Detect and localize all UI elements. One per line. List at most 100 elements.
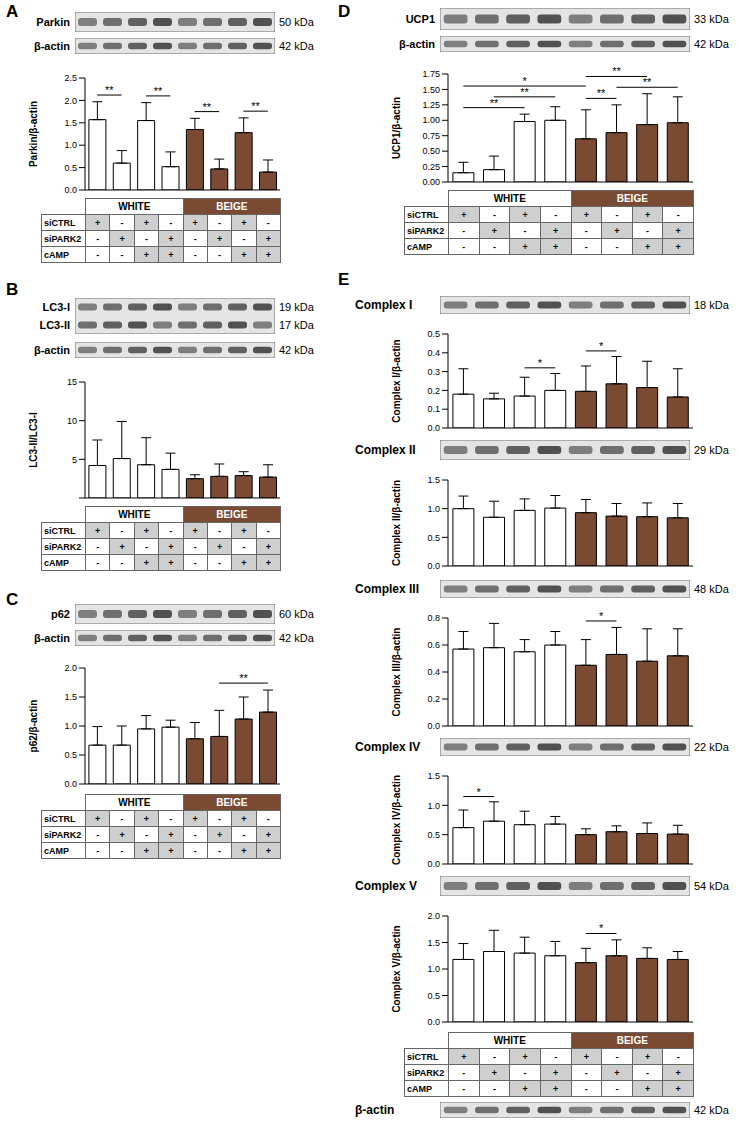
- html-text:D: D: [338, 2, 351, 21]
- html-text:Complex II: Complex II: [355, 443, 416, 457]
- svg-text:0.3: 0.3: [427, 367, 440, 377]
- svg-text:2.0: 2.0: [64, 96, 77, 106]
- html-text:Complex III: Complex III: [355, 582, 419, 596]
- html-text:Complex V: Complex V: [355, 879, 417, 893]
- svg-text:1.75: 1.75: [422, 69, 440, 79]
- svg-text:1.5: 1.5: [427, 938, 440, 948]
- svg-text:*: *: [599, 340, 604, 352]
- svg-text:1.50: 1.50: [422, 85, 440, 95]
- svg-text:*: *: [599, 922, 604, 934]
- svg-text:0.5: 0.5: [427, 533, 440, 543]
- svg-text:0.5: 0.5: [64, 163, 77, 173]
- svg-text:0.5: 0.5: [427, 830, 440, 840]
- svg-text:1.5: 1.5: [64, 692, 77, 702]
- svg-text:Complex I/β-actin: Complex I/β-actin: [391, 339, 402, 422]
- svg-text:**: **: [105, 84, 114, 96]
- html-text:17 kDa: 17 kDa: [279, 319, 314, 331]
- svg-text:1.5: 1.5: [427, 771, 440, 781]
- svg-text:0.0: 0.0: [64, 779, 77, 789]
- svg-text:*: *: [476, 786, 481, 798]
- svg-text:1.0: 1.0: [427, 504, 440, 514]
- html-text:42 kDa: 42 kDa: [279, 344, 314, 356]
- svg-text:0.0: 0.0: [427, 423, 440, 433]
- html-text:42 kDa: 42 kDa: [279, 40, 314, 52]
- svg-text:**: **: [520, 86, 529, 98]
- html-text:β-actin: β-actin: [398, 38, 435, 50]
- svg-text:15: 15: [67, 377, 77, 387]
- svg-text:**: **: [612, 65, 621, 77]
- svg-text:0.50: 0.50: [422, 146, 440, 156]
- html-text:50 kDa: 50 kDa: [279, 16, 314, 28]
- svg-text:0.25: 0.25: [422, 162, 440, 172]
- svg-text:1.0: 1.0: [64, 140, 77, 150]
- svg-text:**: **: [490, 97, 499, 109]
- html-text:β-actin: β-actin: [33, 632, 70, 644]
- svg-text:LC3-II/LC3-I: LC3-II/LC3-I: [28, 412, 39, 468]
- html-text:LC3-I: LC3-I: [42, 301, 70, 313]
- svg-text:Complex IV/β-actin: Complex IV/β-actin: [391, 775, 402, 865]
- svg-text:10: 10: [67, 416, 77, 426]
- svg-text:*: *: [538, 357, 543, 369]
- html-text:Complex I: Complex I: [355, 298, 413, 312]
- svg-text:*: *: [599, 610, 604, 622]
- svg-text:Complex V/β-actin: Complex V/β-actin: [391, 925, 402, 1012]
- svg-text:0.5: 0.5: [427, 991, 440, 1001]
- html-text:60 kDa: 60 kDa: [279, 608, 314, 620]
- html-text:UCP1: UCP1: [405, 13, 435, 25]
- svg-text:**: **: [597, 87, 606, 99]
- svg-text:5: 5: [72, 455, 77, 465]
- svg-text:0.5: 0.5: [64, 750, 77, 760]
- svg-text:0.75: 0.75: [422, 131, 440, 141]
- svg-text:0.1: 0.1: [427, 404, 440, 414]
- svg-text:1.0: 1.0: [427, 801, 440, 811]
- svg-text:p62/β-actin: p62/β-actin: [28, 700, 39, 753]
- html-text:33 kDa: 33 kDa: [694, 13, 729, 25]
- svg-text:**: **: [154, 85, 163, 97]
- svg-text:1.25: 1.25: [422, 100, 440, 110]
- html-text:42 kDa: 42 kDa: [279, 632, 314, 644]
- svg-text:0.0: 0.0: [427, 561, 440, 571]
- html-text:C: C: [6, 590, 19, 609]
- html-text:LC3-II: LC3-II: [39, 319, 70, 331]
- html-text:19 kDa: 19 kDa: [279, 301, 314, 313]
- svg-text:1.0: 1.0: [427, 964, 440, 974]
- svg-text:0.2: 0.2: [427, 694, 440, 704]
- svg-text:2.5: 2.5: [64, 73, 77, 83]
- html-text:Complex IV: Complex IV: [355, 740, 421, 754]
- svg-text:0.8: 0.8: [427, 613, 440, 623]
- html-text:β-actin: β-actin: [355, 1103, 395, 1117]
- svg-text:0.00: 0.00: [422, 177, 440, 187]
- svg-text:Complex II/β-actin: Complex II/β-actin: [391, 480, 402, 566]
- svg-text:0.0: 0.0: [427, 1017, 440, 1027]
- svg-text:0.6: 0.6: [427, 640, 440, 650]
- html-text:42 kDa: 42 kDa: [694, 38, 729, 50]
- svg-text:1.00: 1.00: [422, 115, 440, 125]
- svg-text:0.0: 0.0: [64, 185, 77, 195]
- svg-text:0.0: 0.0: [427, 859, 440, 869]
- svg-text:1.5: 1.5: [427, 475, 440, 485]
- svg-text:**: **: [643, 76, 652, 88]
- svg-text:1.0: 1.0: [64, 721, 77, 731]
- svg-text:0.2: 0.2: [427, 386, 440, 396]
- svg-text:0.0: 0.0: [427, 721, 440, 731]
- html-text:Parkin: Parkin: [36, 16, 70, 28]
- svg-text:2.0: 2.0: [427, 911, 440, 921]
- svg-text:1.5: 1.5: [64, 118, 77, 128]
- svg-text:**: **: [203, 101, 212, 113]
- html-text:B: B: [6, 280, 19, 299]
- html-text:β-actin: β-actin: [33, 344, 70, 356]
- svg-text:**: **: [251, 100, 260, 112]
- html-text:p62: p62: [51, 608, 70, 620]
- svg-text:0.4: 0.4: [427, 348, 440, 358]
- svg-text:**: **: [239, 672, 248, 684]
- html-text:β-actin: β-actin: [33, 40, 70, 52]
- html-text:A: A: [6, 2, 19, 21]
- svg-text:Parkin/β-actin: Parkin/β-actin: [28, 101, 39, 167]
- svg-text:0.5: 0.5: [427, 329, 440, 339]
- svg-text:Complex III/β-actin: Complex III/β-actin: [391, 628, 402, 717]
- svg-text:UCP1/β-actin: UCP1/β-actin: [391, 97, 402, 159]
- svg-text:2.0: 2.0: [64, 663, 77, 673]
- svg-text:*: *: [522, 75, 527, 87]
- svg-text:0.4: 0.4: [427, 667, 440, 677]
- html-text:E: E: [338, 270, 350, 289]
